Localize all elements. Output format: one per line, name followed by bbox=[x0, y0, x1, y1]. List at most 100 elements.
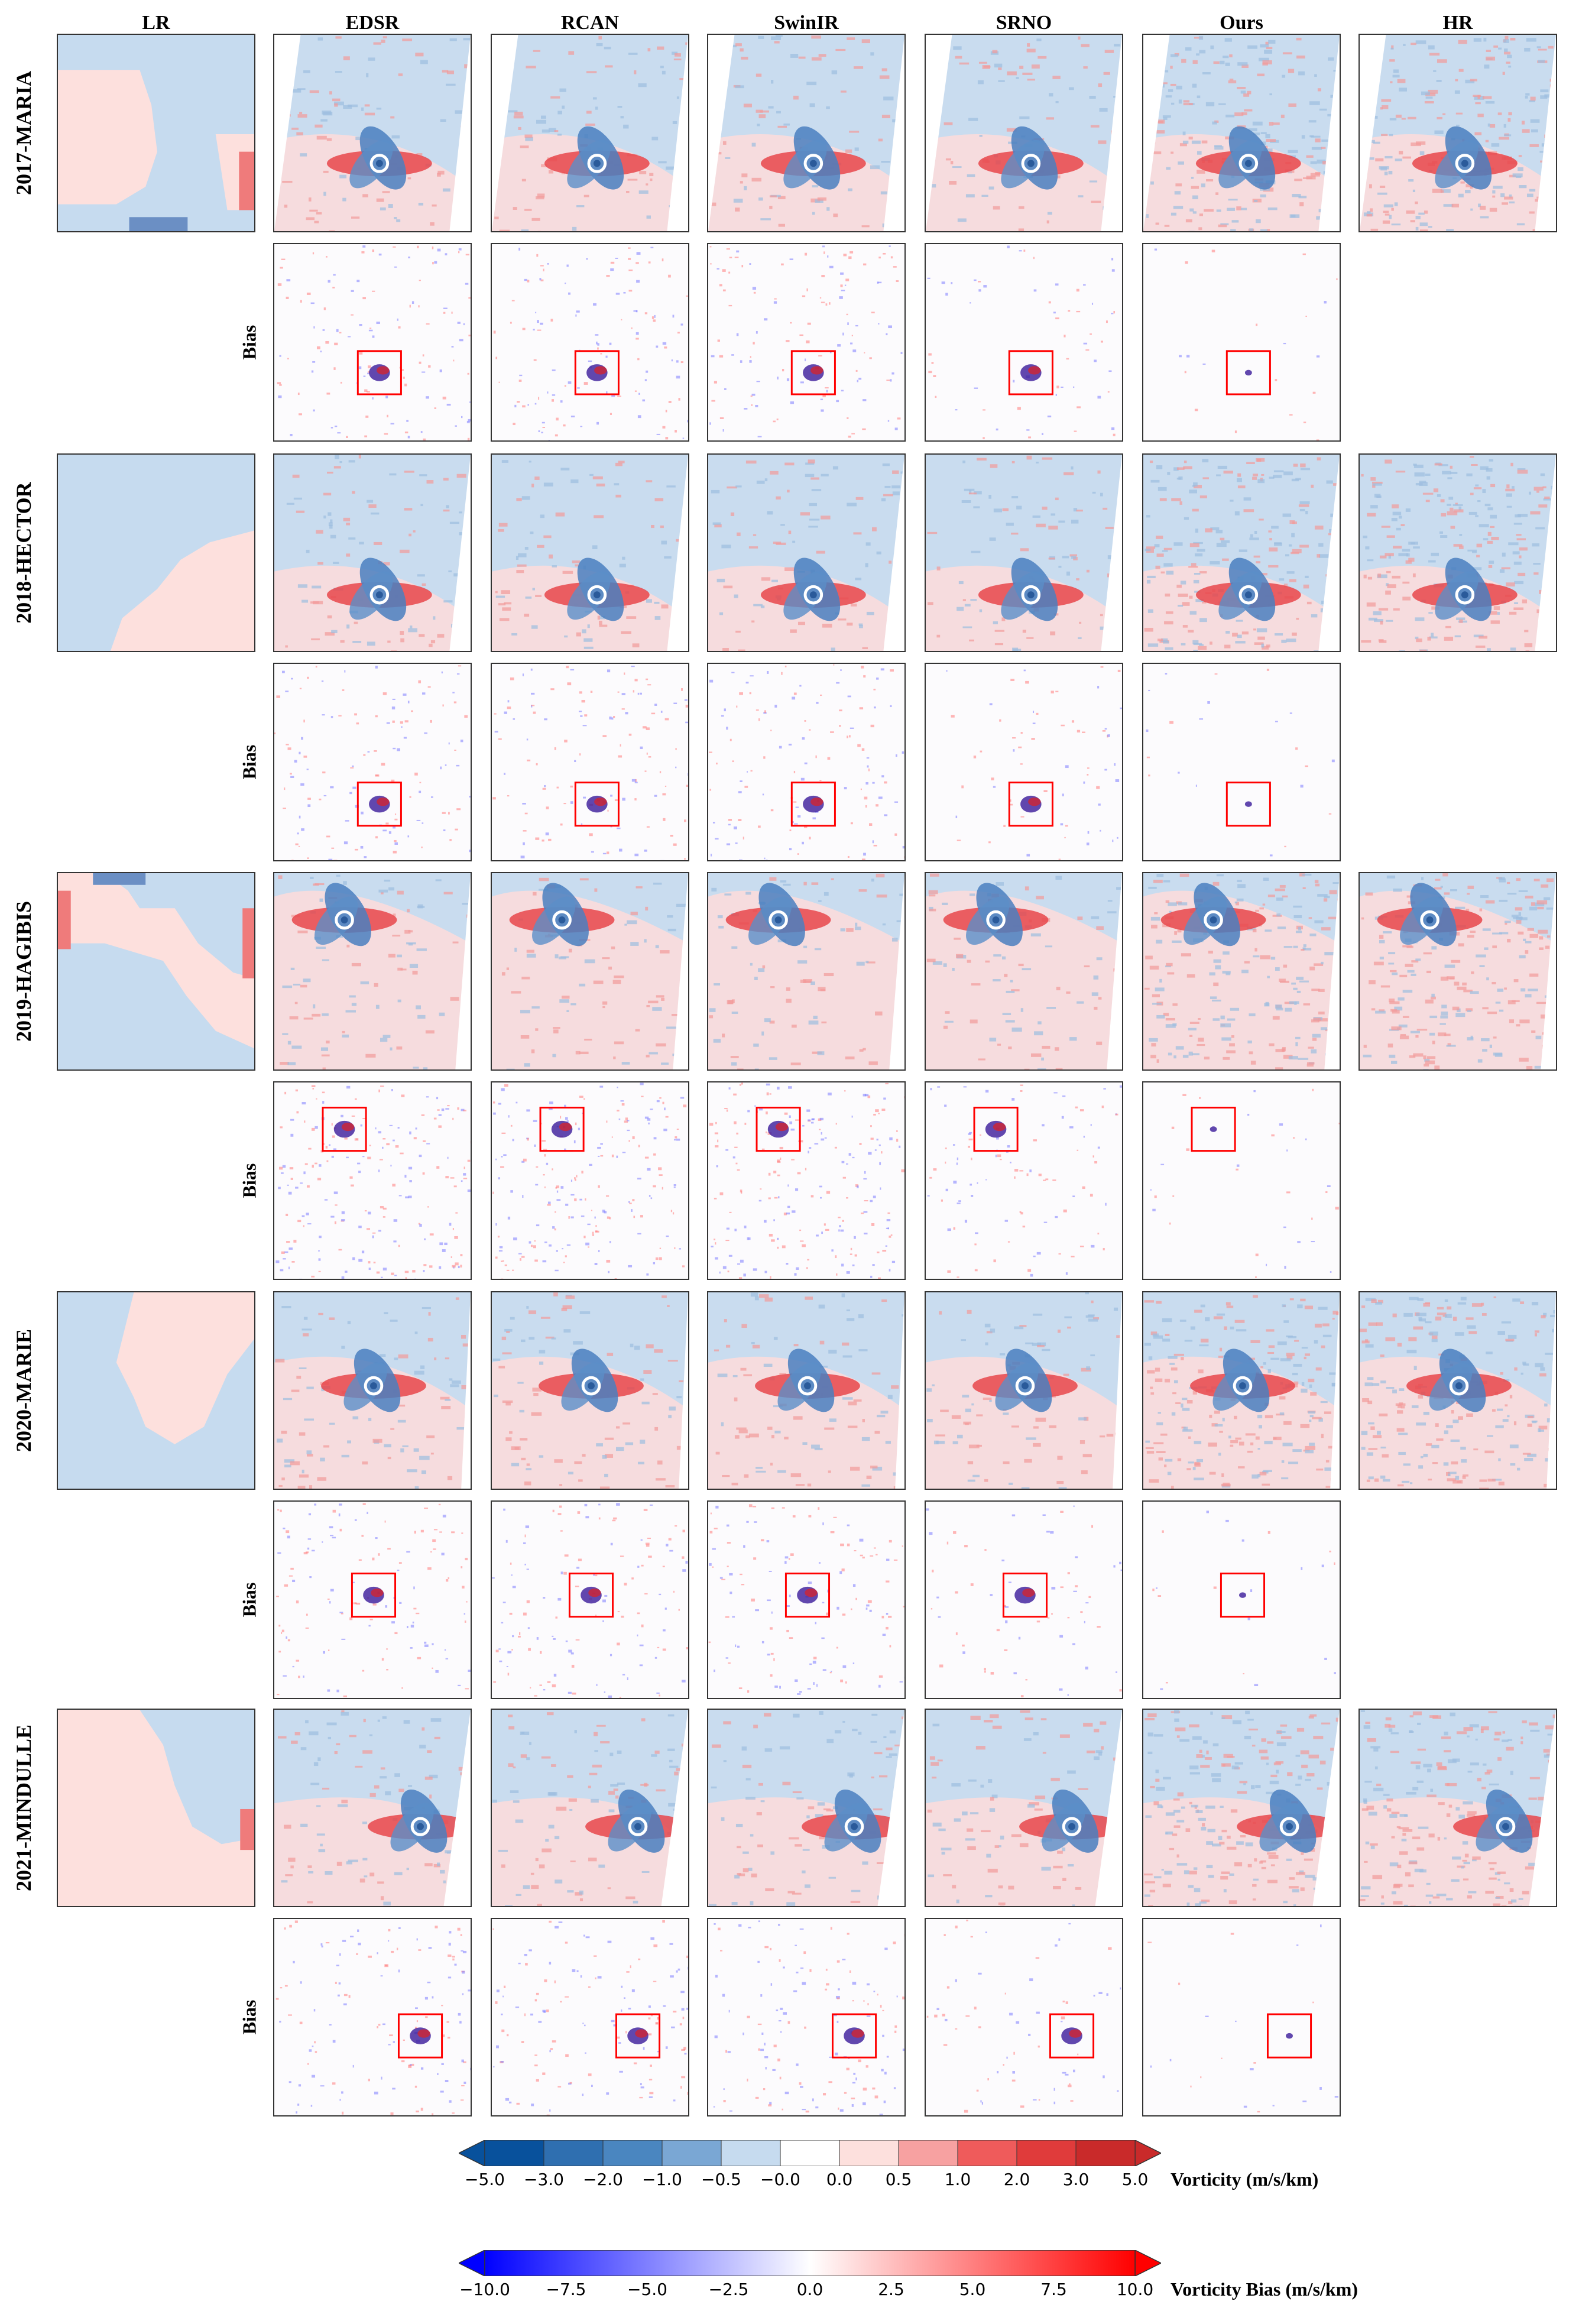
colorbar-vorticity bbox=[459, 2140, 1161, 2166]
bias-panel-swinir bbox=[707, 663, 906, 861]
row-label-text: 2020-MARIE bbox=[12, 1329, 35, 1452]
colorbar-tick-label: 1.0 bbox=[944, 2170, 971, 2189]
column-header-srno: SRNO bbox=[996, 12, 1052, 34]
bias-panel-srno bbox=[925, 1081, 1123, 1280]
bias-panel-srno bbox=[925, 1500, 1123, 1699]
bias-label-text: Bias bbox=[238, 744, 260, 780]
panel-rcan bbox=[491, 872, 689, 1071]
panel-hr bbox=[1358, 1291, 1557, 1490]
bias-panel-ours bbox=[1142, 1918, 1341, 2116]
panel-edsr bbox=[273, 1291, 472, 1490]
bias-panel-edsr bbox=[273, 1500, 472, 1699]
bias-panel-ours bbox=[1142, 663, 1341, 861]
bias-panel-rcan bbox=[491, 663, 689, 861]
row-label: 2021-MINDULLE bbox=[0, 1709, 47, 1907]
colorbar-tick-label: 5.0 bbox=[1121, 2170, 1149, 2189]
colorbar-title: Vorticity (m/s/km) bbox=[1171, 2169, 1319, 2190]
panel-srno bbox=[925, 872, 1123, 1071]
colorbar-tick-label: 2.5 bbox=[878, 2280, 904, 2299]
panel-rcan bbox=[491, 1291, 689, 1490]
panel-hr bbox=[1358, 1709, 1557, 1907]
bias-panel-edsr bbox=[273, 1918, 472, 2116]
colorbar-tick-label: −1.0 bbox=[642, 2170, 682, 2189]
panel-swinir bbox=[707, 453, 906, 652]
column-header-edsr: EDSR bbox=[345, 12, 400, 34]
bias-label-text: Bias bbox=[238, 1999, 260, 2035]
bias-label-text: Bias bbox=[238, 1582, 260, 1618]
panel-swinir bbox=[707, 34, 906, 232]
colorbar-title: Vorticity Bias (m/s/km) bbox=[1171, 2278, 1358, 2300]
bias-panel-srno bbox=[925, 243, 1123, 442]
bias-label-text: Bias bbox=[238, 325, 260, 360]
row-label: 2020-MARIE bbox=[0, 1291, 47, 1490]
colorbar-tick-label: 3.0 bbox=[1062, 2170, 1090, 2189]
row-label: 2018-HECTOR bbox=[0, 453, 47, 652]
column-header-swinir: SwinIR bbox=[774, 12, 839, 34]
panel-lr bbox=[57, 1709, 255, 1907]
bias-label: Bias bbox=[232, 1918, 267, 2116]
bias-panel-rcan bbox=[491, 1918, 689, 2116]
colorbar-tick-label: −3.0 bbox=[524, 2170, 564, 2189]
colorbar-tick-label: 0.0 bbox=[826, 2170, 853, 2189]
colorbar-tick-label: −5.0 bbox=[465, 2170, 505, 2189]
bias-panel-edsr bbox=[273, 1081, 472, 1280]
colorbar-ticks: −10.0 −7.5 −5.0 −2.5 0.0 2.5 5.0 7.5 10.0 bbox=[459, 2280, 1153, 2301]
bias-label-text: Bias bbox=[238, 1163, 260, 1198]
colorbar-tick-label: 0.5 bbox=[885, 2170, 912, 2189]
bias-panel-swinir bbox=[707, 1500, 906, 1699]
column-header-ours: Ours bbox=[1220, 12, 1263, 34]
panel-ours bbox=[1142, 34, 1341, 232]
bias-panel-ours bbox=[1142, 1500, 1341, 1699]
panel-rcan bbox=[491, 34, 689, 232]
bias-panel-swinir bbox=[707, 1081, 906, 1280]
panel-swinir bbox=[707, 1709, 906, 1907]
colorbar-tick-label: 2.0 bbox=[1003, 2170, 1030, 2189]
bias-label: Bias bbox=[232, 1081, 267, 1280]
colorbar-tick-label: −0.0 bbox=[760, 2170, 800, 2189]
colorbar-tick-label: 5.0 bbox=[959, 2280, 986, 2299]
row-label-text: 2019-HAGIBIS bbox=[12, 900, 35, 1042]
row-label: 2019-HAGIBIS bbox=[0, 872, 47, 1071]
row-label-text: 2018-HECTOR bbox=[12, 482, 35, 624]
row-label-text: 2017-MARIA bbox=[12, 71, 35, 195]
colorbar-tick-label: −7.5 bbox=[546, 2280, 586, 2299]
panel-lr bbox=[57, 872, 255, 1071]
bias-panel-rcan bbox=[491, 243, 689, 442]
panel-edsr bbox=[273, 872, 472, 1071]
bias-panel-swinir bbox=[707, 243, 906, 442]
panel-lr bbox=[57, 1291, 255, 1490]
bias-panel-srno bbox=[925, 663, 1123, 861]
panel-rcan bbox=[491, 453, 689, 652]
bias-panel-rcan bbox=[491, 1500, 689, 1699]
panel-swinir bbox=[707, 1291, 906, 1490]
bias-panel-edsr bbox=[273, 243, 472, 442]
bias-label: Bias bbox=[232, 1500, 267, 1699]
panel-lr bbox=[57, 453, 255, 652]
colorbar-tick-label: −2.0 bbox=[583, 2170, 623, 2189]
bias-panel-ours bbox=[1142, 243, 1341, 442]
panel-rcan bbox=[491, 1709, 689, 1907]
column-header-hr: HR bbox=[1442, 12, 1473, 34]
panel-hr bbox=[1358, 872, 1557, 1071]
bias-panel-ours bbox=[1142, 1081, 1341, 1280]
bias-label: Bias bbox=[232, 663, 267, 861]
panel-ours bbox=[1142, 1709, 1341, 1907]
colorbar-tick-label: −2.5 bbox=[708, 2280, 749, 2299]
row-label: 2017-MARIA bbox=[0, 34, 47, 232]
panel-edsr bbox=[273, 453, 472, 652]
bias-panel-edsr bbox=[273, 663, 472, 861]
panel-ours bbox=[1142, 1291, 1341, 1490]
colorbar-tick-label: 7.5 bbox=[1040, 2280, 1067, 2299]
panel-edsr bbox=[273, 34, 472, 232]
panel-edsr bbox=[273, 1709, 472, 1907]
panel-srno bbox=[925, 1291, 1123, 1490]
panel-ours bbox=[1142, 453, 1341, 652]
colorbar-tick-label: −0.5 bbox=[701, 2170, 741, 2189]
colorbar-vorticity-bias bbox=[459, 2250, 1161, 2276]
panel-srno bbox=[925, 1709, 1123, 1907]
row-label-text: 2021-MINDULLE bbox=[12, 1724, 35, 1892]
column-header-rcan: RCAN bbox=[560, 12, 620, 34]
bias-panel-swinir bbox=[707, 1918, 906, 2116]
panel-srno bbox=[925, 34, 1123, 232]
colorbar-tick-label: −5.0 bbox=[627, 2280, 667, 2299]
